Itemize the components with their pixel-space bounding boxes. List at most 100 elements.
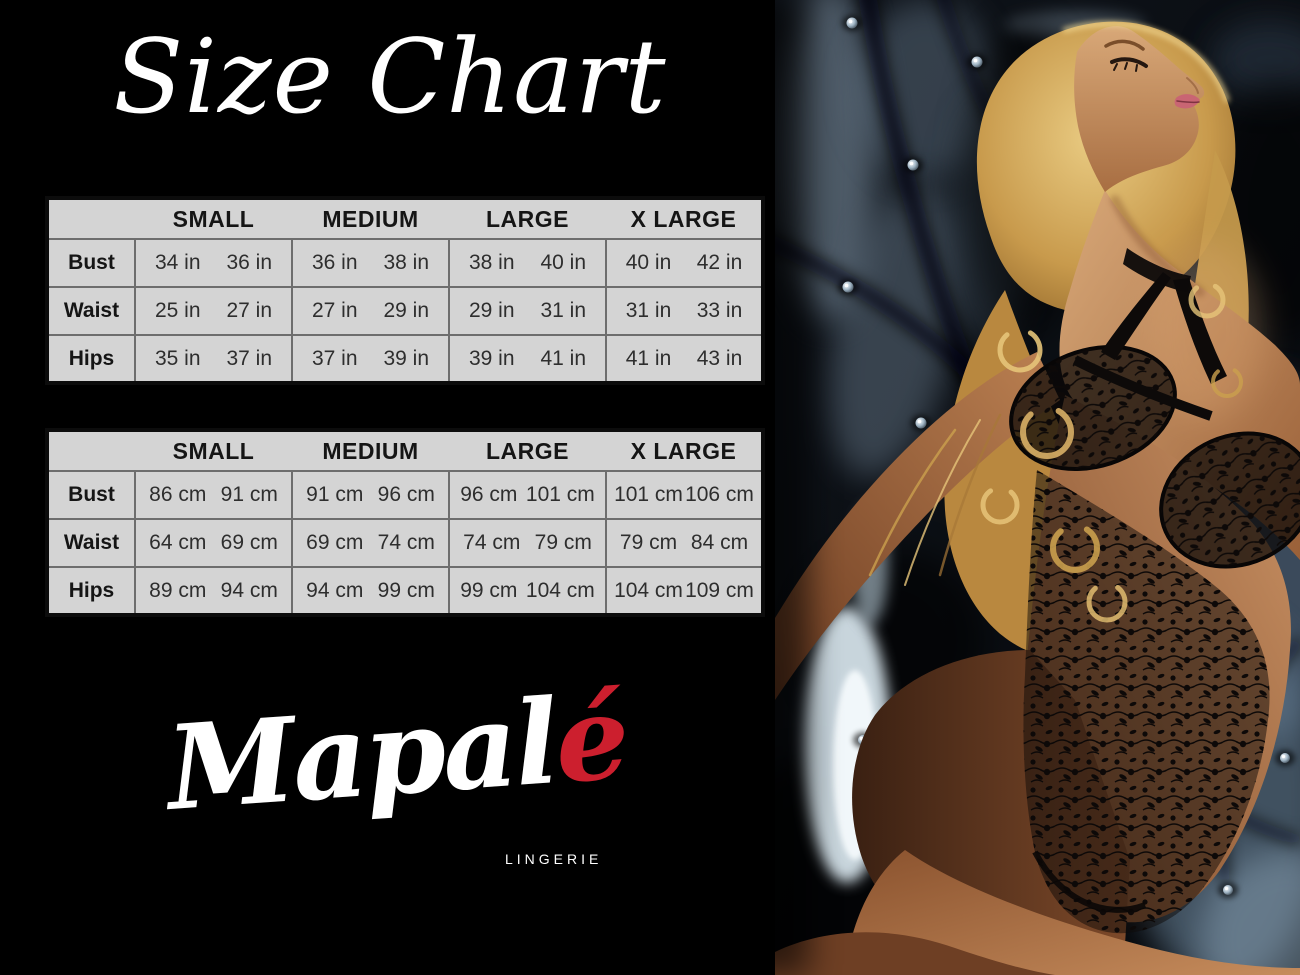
measurement-cell: 79 cm 84 cm xyxy=(605,518,763,567)
measurement-value: 104 cm xyxy=(525,578,595,602)
measurement-cell: 35 in 37 in xyxy=(134,334,292,383)
measurement-value: 99 cm xyxy=(460,578,518,602)
halter-strap-left xyxy=(1101,272,1171,360)
measurement-cell: 96 cm 101 cm xyxy=(448,471,606,519)
measurement-value: 40 in xyxy=(625,251,672,274)
measurement-value: 39 in xyxy=(383,346,430,370)
measurement-value: 104 cm xyxy=(614,578,683,602)
measurement-cell: 89 cm 94 cm xyxy=(134,566,292,615)
measurement-cell: 37 in 39 in xyxy=(291,334,449,383)
corner-cell xyxy=(47,198,135,240)
measurement-value: 41 in xyxy=(625,346,672,370)
row-label: Hips xyxy=(47,334,135,383)
measurement-value: 42 in xyxy=(696,251,743,274)
measurement-cell: 94 cm 99 cm xyxy=(291,566,449,615)
measurement-row: Hips 35 in 37 in 37 in 39 in 39 in 41 in 41 in 4… xyxy=(47,334,763,383)
measurement-value: 38 in xyxy=(468,251,515,274)
measurement-value: 79 cm xyxy=(619,531,678,554)
model-photo xyxy=(775,0,1300,975)
size-column-header: SMALL xyxy=(135,430,292,472)
model-calf xyxy=(775,932,1055,975)
measurement-value: 94 cm xyxy=(306,578,364,602)
measurement-value: 99 cm xyxy=(377,578,435,602)
measurement-row: Bust 34 in 36 in 36 in 38 in 38 in 40 in 40 in 4… xyxy=(47,239,763,287)
measurement-cell: 104 cm 109 cm xyxy=(605,566,763,615)
measurement-value: 69 cm xyxy=(220,531,278,554)
model-face xyxy=(1074,26,1205,192)
measurement-value: 91 cm xyxy=(220,483,278,506)
size-column-header: LARGE xyxy=(449,430,606,472)
measurement-value: 27 in xyxy=(311,299,358,322)
measurement-value: 79 cm xyxy=(534,531,592,554)
measurement-value: 38 in xyxy=(383,251,430,274)
measurement-value: 74 cm xyxy=(377,531,435,554)
measurement-cell: 74 cm 79 cm xyxy=(448,518,606,567)
model-hair-front-curls xyxy=(868,21,1243,623)
measurement-value: 36 in xyxy=(226,251,273,274)
measurement-cell: 101 cm 106 cm xyxy=(605,471,763,519)
model-lips xyxy=(1174,94,1200,109)
measurement-cell: 41 in 43 in xyxy=(605,334,763,383)
lace-cup-right xyxy=(1159,431,1300,569)
measurement-value: 91 cm xyxy=(306,483,364,506)
measurement-row: Hips 89 cm 94 cm 94 cm 99 cm 99 cm 104 cm 104 c… xyxy=(47,566,763,615)
lace-cup-left xyxy=(1009,345,1177,471)
size-column-header: LARGE xyxy=(449,198,606,240)
model-thigh xyxy=(845,850,1300,975)
measurement-value: 39 in xyxy=(468,346,515,370)
measurement-value: 43 in xyxy=(696,346,743,370)
measurement-row: Waist 25 in 27 in 27 in 29 in 29 in 31 in 31 in… xyxy=(47,286,763,335)
measurement-row: Bust 86 cm 91 cm 91 cm 96 cm 96 cm 101 cm 101 c… xyxy=(47,471,763,519)
chest-strap xyxy=(1072,355,1213,421)
row-label: Hips xyxy=(47,566,135,615)
measurement-cell: 31 in 33 in xyxy=(605,286,763,335)
row-label: Bust xyxy=(68,251,115,274)
brand-logo-accent: é xyxy=(550,669,631,810)
halter-neck-band xyxy=(1123,248,1191,292)
measurement-cell: 38 in 40 in xyxy=(448,239,606,287)
brand-tagline: LINGERIE xyxy=(505,851,603,867)
measurement-value: 101 cm xyxy=(614,483,683,506)
size-chart-table-cm: SMALL MEDIUM LARGE X LARGE Bust 86 cm 91 cm 91 … xyxy=(45,428,765,617)
row-label: Waist xyxy=(47,286,135,335)
measurement-value: 37 in xyxy=(311,346,358,370)
measurement-value: 41 in xyxy=(540,346,587,370)
model-photo-illustration xyxy=(775,0,1300,975)
measurement-cell: 34 in 36 in xyxy=(134,239,292,287)
measurement-value: 74 cm xyxy=(463,531,521,554)
measurement-value: 37 in xyxy=(226,346,273,370)
size-column-header: X LARGE xyxy=(606,198,763,240)
measurement-value: 40 in xyxy=(540,251,587,274)
measurement-value: 31 in xyxy=(625,299,672,322)
measurement-cell: 36 in 38 in xyxy=(291,239,449,287)
size-chart-table-inches: SMALL MEDIUM LARGE X LARGE Bust 34 in 36 in 36 … xyxy=(45,196,765,385)
halter-strap-right xyxy=(1173,278,1227,384)
measurement-value: 33 in xyxy=(696,299,743,322)
corner-cell xyxy=(47,430,135,472)
measurement-value: 89 cm xyxy=(149,578,207,602)
page-title: Size Chart xyxy=(113,18,667,137)
measurement-value: 31 in xyxy=(540,299,587,322)
measurement-value: 69 cm xyxy=(306,531,364,554)
measurement-value: 36 in xyxy=(311,251,358,274)
measurement-value: 109 cm xyxy=(685,578,754,602)
measurement-cell: 99 cm 104 cm xyxy=(448,566,606,615)
size-column-header: SMALL xyxy=(135,198,292,240)
lace-bodysuit xyxy=(1009,248,1300,934)
measurement-value: 106 cm xyxy=(685,483,754,506)
size-column-header: MEDIUM xyxy=(292,430,449,472)
left-edge-vignette xyxy=(775,0,809,975)
row-label: Bust xyxy=(68,483,115,506)
measurement-value: 27 in xyxy=(226,299,273,322)
model-figure xyxy=(775,21,1300,975)
measurement-value: 84 cm xyxy=(690,531,749,554)
measurement-value: 29 in xyxy=(468,299,515,322)
measurement-value: 25 in xyxy=(154,299,201,322)
brand-logo-main: Mapal xyxy=(162,674,561,837)
brand-logo: Mapalé xyxy=(163,669,631,837)
size-column-header: MEDIUM xyxy=(292,198,449,240)
measurement-cell: 29 in 31 in xyxy=(448,286,606,335)
measurement-cell: 25 in 27 in xyxy=(134,286,292,335)
measurement-cell: 91 cm 96 cm xyxy=(291,471,449,519)
